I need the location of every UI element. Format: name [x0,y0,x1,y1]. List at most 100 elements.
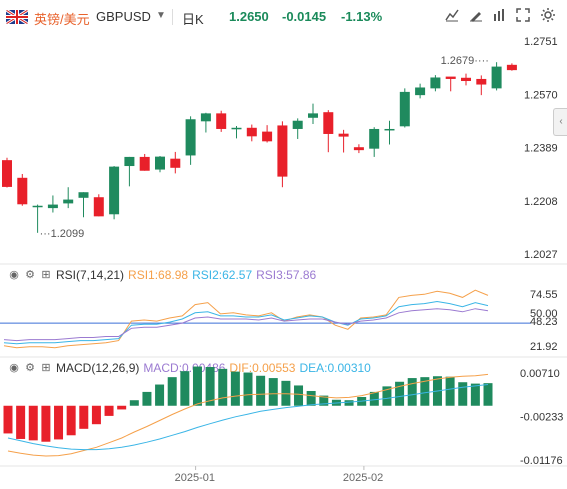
macd-histogram-bar [445,376,455,406]
macd-histogram-bar [281,380,291,406]
candle-body [231,127,242,130]
eye-icon[interactable]: ◉ [9,269,19,281]
chart-type-icon[interactable] [443,8,461,26]
candle-body [139,156,150,171]
chevron-down-icon[interactable]: ▼ [156,10,166,21]
candle-body [246,127,257,137]
rsi-axis-tick: 50.00 [530,308,558,320]
pair-name: 英镑/美元 [34,12,90,27]
candle-body [124,156,135,167]
price-axis-tick: 1.2570 [524,89,558,101]
dea-value: DEA:0.00310 [299,361,371,375]
candle-body [262,131,273,142]
price-axis-tick: 1.2208 [524,196,558,208]
candle-body [32,205,43,208]
macd-histogram-bar [458,382,468,406]
expand-icon[interactable]: ⊞ [41,362,51,374]
rsi-header: ◉ ⚙ ⊞ RSI(7,14,21) RSI1:68.98 RSI2:62.57… [8,268,316,282]
candle-body [170,158,181,168]
macd-axis-tick: -0.00233 [520,412,563,424]
candle-body [476,78,487,85]
macd-histogram-bar [243,372,253,406]
header-bar: 英镑/美元 GBPUSD ▼ 日K 1.2650 -0.0145 -1.13% [0,0,567,34]
macd-histogram-bar [3,405,13,434]
fullscreen-icon[interactable] [514,8,532,26]
date-axis-tick: 2025-01 [175,472,215,484]
price-change: -0.0145 [282,9,327,24]
high-price-label: 1.2679···· [441,55,489,67]
candle-body [323,112,334,134]
macd-histogram-bar [155,384,165,406]
price-axis-tick: 1.2751 [524,36,558,48]
macd-histogram-bar [180,371,190,406]
rsi3-value: RSI3:57.86 [256,268,317,282]
candle-body [93,197,104,217]
price-axis-tick: 1.2027 [524,249,558,261]
candle-body [78,192,89,198]
candle-body [384,128,395,131]
expand-icon[interactable]: ⊞ [41,269,51,281]
macd-header: ◉ ⚙ ⊞ MACD(12,26,9) MACD:0.00486 DIF:0.0… [8,361,371,375]
candle-body [399,91,410,127]
rsi2-value: RSI2:62.57 [192,268,253,282]
rsi-series-line-3 [3,308,489,342]
macd-histogram-bar [420,377,430,406]
macd-histogram-bar [66,405,76,436]
settings-icon[interactable]: ⚙ [25,362,35,374]
dea-line [7,384,489,451]
macd-histogram-bar [268,378,278,406]
candle-body [277,125,288,177]
macd-axis-tick: -0.01176 [520,455,563,467]
macd-histogram-bar [230,371,240,406]
macd-histogram-bar [117,405,127,410]
macd-histogram-bar [54,405,64,440]
settings-icon[interactable]: ⚙ [25,269,35,281]
macd-histogram-bar [357,396,367,406]
candle-body [353,147,364,151]
candle-body [17,177,28,205]
candle-body [200,113,211,122]
candle-body [155,156,165,170]
candle-body [109,166,120,215]
draw-icon[interactable] [467,8,485,26]
macd-histogram-bar [142,391,152,406]
indicator-icon[interactable] [490,8,508,26]
macd-value: MACD:0.00486 [143,361,226,375]
macd-histogram-bar [483,383,493,406]
macd-histogram-bar [294,385,304,406]
rsi-axis-tick: 48.23 [530,316,558,328]
macd-histogram-bar [79,405,89,429]
macd-histogram-bar [319,395,329,406]
candle-body [506,64,517,71]
candle-body [491,66,502,89]
settings-icon[interactable] [539,8,557,26]
rsi1-value: RSI1:68.98 [128,268,189,282]
macd-histogram-bar [256,375,266,406]
macd-axis-tick: 0.00710 [520,368,560,380]
macd-histogram-bar [432,376,442,406]
candle-body [369,128,380,149]
macd-histogram-bar [306,390,316,406]
macd-histogram-bar [407,378,417,406]
dif-value: DIF:0.00553 [229,361,296,375]
candle-body [338,133,349,137]
macd-histogram-bar [382,386,392,406]
candle-body [415,87,426,96]
macd-histogram-bar [129,400,139,406]
price-change-percent: -1.13% [341,9,383,24]
candle-body [292,120,303,129]
candle-body [445,76,456,79]
last-price: 1.2650 [229,9,269,24]
symbol-select[interactable]: GBPUSD [96,9,151,24]
macd-histogram-bar [104,405,114,416]
macd-histogram-bar [167,377,177,406]
candle-body [216,113,227,129]
candle-body [63,199,74,204]
rsi-series-line-1 [3,289,489,349]
period-select[interactable]: 日K [182,12,204,27]
candle-body [308,113,318,118]
eye-icon[interactable]: ◉ [9,362,19,374]
side-panel-toggle[interactable]: ‹ [553,108,567,136]
macd-histogram-bar [331,399,341,406]
